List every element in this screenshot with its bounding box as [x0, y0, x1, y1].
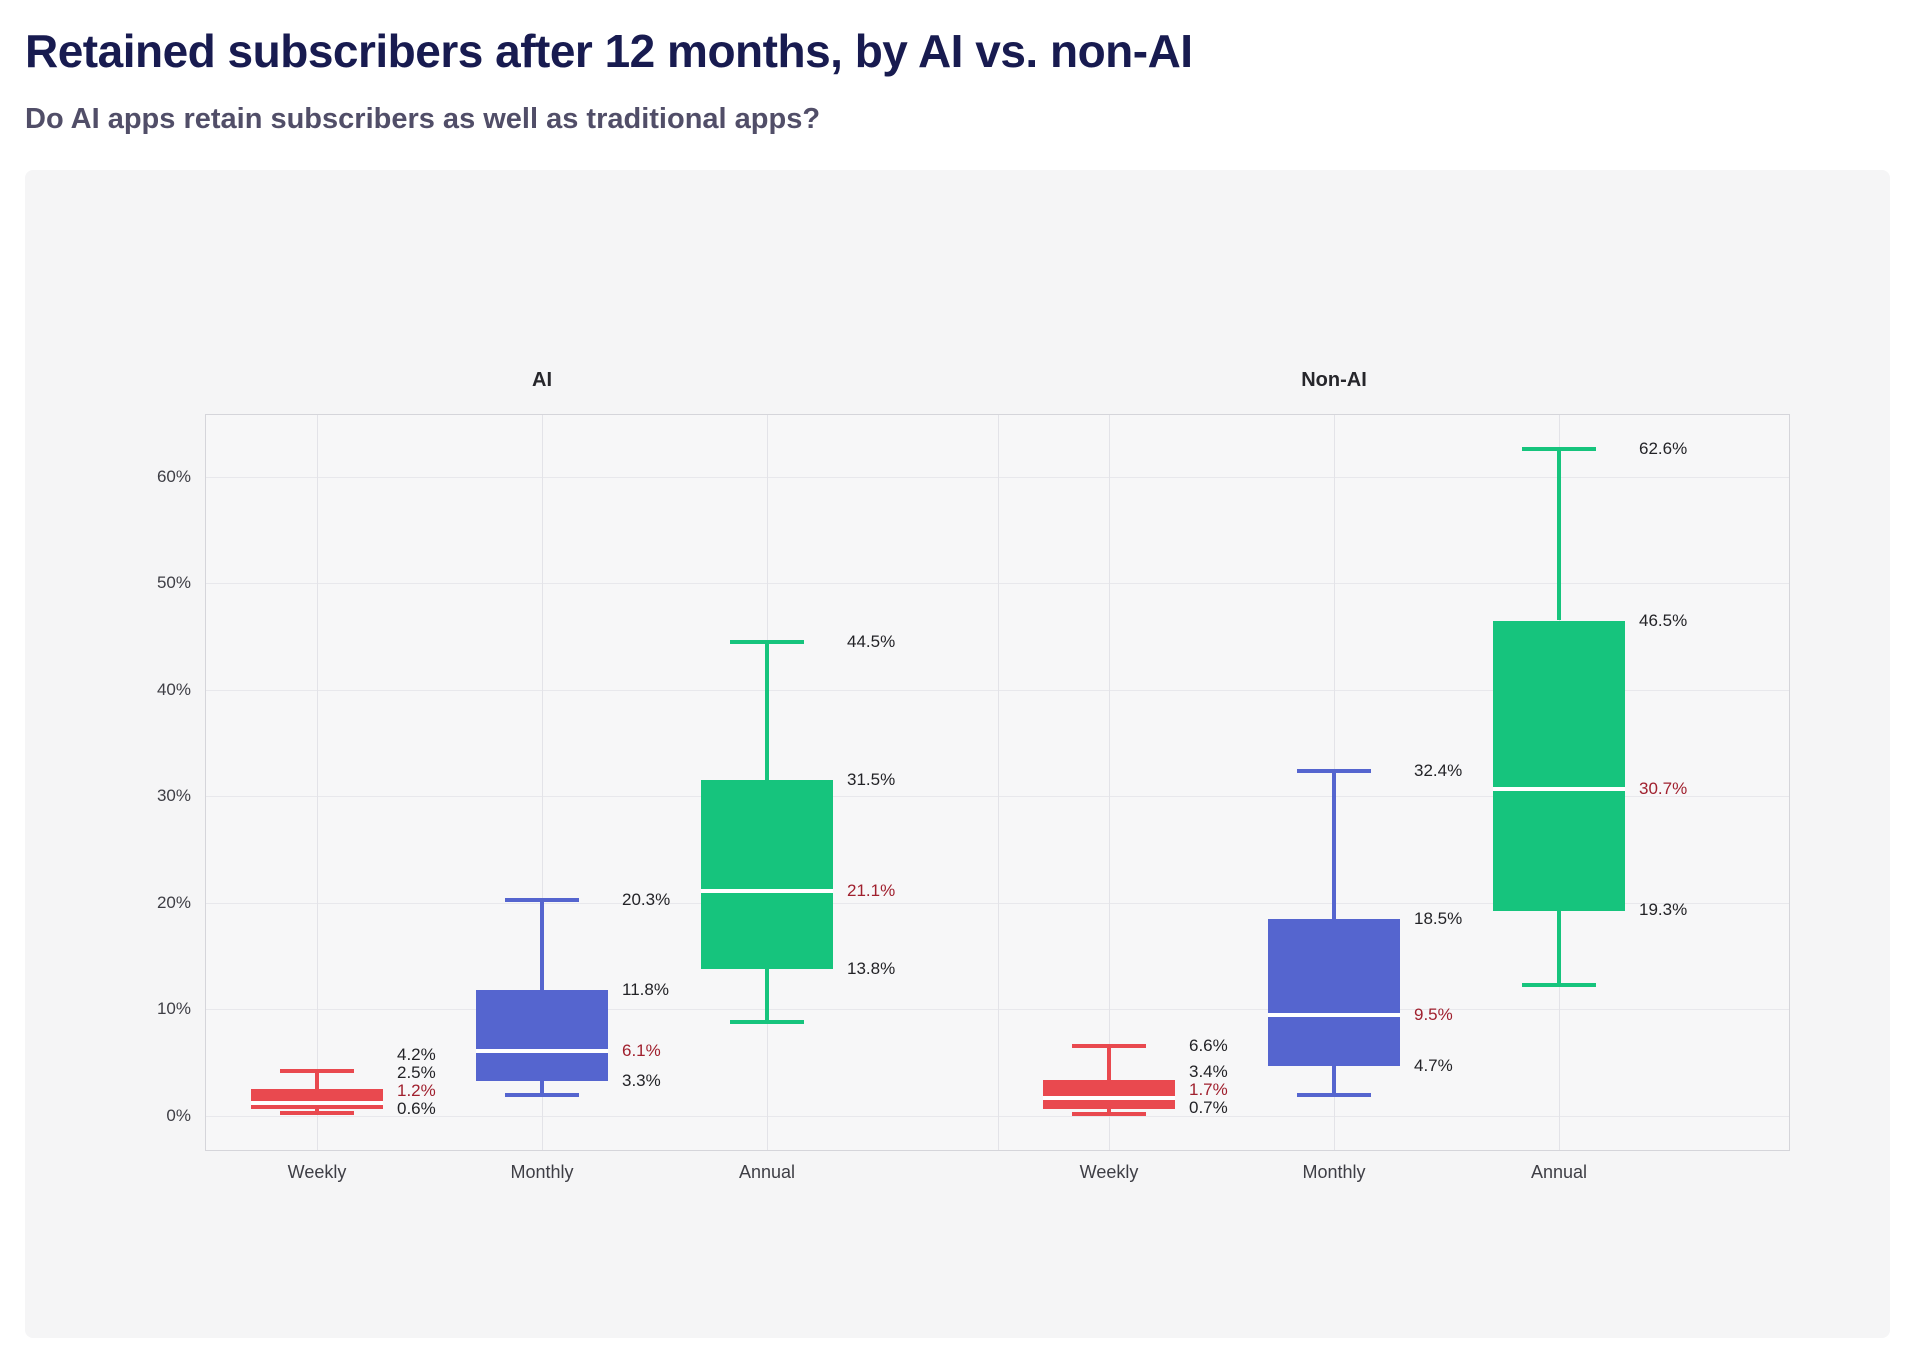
- value-label-ai-annual-whisker_high: 44.5%: [847, 632, 896, 651]
- value-label-ai-monthly-whisker_high: 20.3%: [622, 890, 671, 909]
- h-gridline: [206, 477, 1789, 478]
- value-label-ai-weekly-whisker_high: 4.2%: [397, 1045, 436, 1064]
- median-line-ai-weekly: [251, 1101, 383, 1105]
- v-gridline: [542, 415, 543, 1150]
- category-label-annual: Annual: [738, 1162, 796, 1182]
- y-tick-label: 20%: [156, 893, 191, 912]
- box-ai-weekly: [251, 1089, 383, 1109]
- value-label-non-ai-monthly-q3: 18.5%: [1414, 909, 1463, 928]
- whisker-cap-non-ai-monthly: [1297, 769, 1371, 773]
- median-line-ai-annual: [701, 889, 833, 893]
- v-gridline: [1109, 415, 1110, 1150]
- whisker-stem-non-ai-annual: [1557, 910, 1561, 985]
- box-ai-monthly: [476, 990, 608, 1081]
- whisker-stem-ai-monthly: [540, 900, 544, 991]
- whisker-cap-ai-annual: [730, 1020, 804, 1024]
- value-label-non-ai-weekly-median: 1.7%: [1189, 1080, 1228, 1099]
- value-label-non-ai-annual-q3: 46.5%: [1639, 611, 1688, 630]
- value-label-ai-annual-q3: 31.5%: [847, 770, 896, 789]
- value-label-non-ai-monthly-q1: 4.7%: [1414, 1056, 1453, 1075]
- whisker-stem-non-ai-weekly: [1107, 1108, 1111, 1113]
- whisker-cap-ai-monthly: [505, 898, 579, 902]
- y-tick-label: 30%: [156, 786, 191, 805]
- value-label-non-ai-annual-q1: 19.3%: [1639, 900, 1688, 919]
- value-label-non-ai-weekly-whisker_high: 6.6%: [1189, 1036, 1228, 1055]
- panel-title-ai: AI: [532, 369, 552, 391]
- value-label-ai-weekly-q3: 2.5%: [397, 1063, 436, 1082]
- y-tick-label: 10%: [156, 999, 191, 1018]
- box-non-ai-monthly: [1268, 919, 1400, 1066]
- whisker-stem-ai-weekly: [315, 1071, 319, 1089]
- category-label-monthly: Monthly: [510, 1162, 574, 1182]
- category-label-monthly: Monthly: [1302, 1162, 1366, 1182]
- category-label-annual: Annual: [1530, 1162, 1588, 1182]
- y-tick-label: 50%: [156, 573, 191, 592]
- category-label-weekly: Weekly: [287, 1162, 347, 1182]
- median-line-non-ai-annual: [1493, 787, 1625, 791]
- value-label-non-ai-annual-median: 30.7%: [1639, 779, 1688, 798]
- whisker-stem-ai-annual: [765, 642, 769, 780]
- value-label-non-ai-monthly-whisker_high: 32.4%: [1414, 761, 1463, 780]
- h-gridline: [206, 903, 1789, 904]
- value-label-ai-annual-median: 21.1%: [847, 881, 896, 900]
- whisker-stem-non-ai-annual: [1557, 449, 1561, 620]
- whisker-cap-non-ai-annual: [1522, 983, 1596, 987]
- value-label-ai-monthly-median: 6.1%: [622, 1041, 661, 1060]
- y-tick-label: 60%: [156, 467, 191, 486]
- value-label-non-ai-annual-whisker_high: 62.6%: [1639, 439, 1688, 458]
- panel-title-non-ai: Non-AI: [1301, 369, 1367, 391]
- h-gridline: [206, 1009, 1789, 1010]
- box-non-ai-annual: [1493, 621, 1625, 911]
- value-label-ai-annual-q1: 13.8%: [847, 959, 896, 978]
- v-gridline: [317, 415, 318, 1150]
- value-label-non-ai-weekly-q3: 3.4%: [1189, 1062, 1228, 1081]
- h-gridline: [206, 583, 1789, 584]
- box-non-ai-weekly: [1043, 1080, 1175, 1109]
- whisker-cap-non-ai-monthly: [1297, 1093, 1371, 1097]
- whisker-stem-ai-monthly: [540, 1081, 544, 1095]
- chart-card: 0% 10% 20% 30% 40% 50% 60% Weekly Monthly Annual A…: [25, 170, 1890, 1338]
- whisker-cap-ai-weekly: [280, 1069, 354, 1073]
- box-ai-annual: [701, 780, 833, 969]
- whisker-cap-non-ai-weekly: [1072, 1044, 1146, 1048]
- page-title: Retained subscribers after 12 months, by…: [25, 25, 1193, 77]
- whisker-cap-non-ai-annual: [1522, 447, 1596, 451]
- whisker-stem-non-ai-monthly: [1332, 771, 1336, 919]
- value-label-ai-monthly-q3: 11.8%: [622, 980, 669, 999]
- h-gridline: [206, 796, 1789, 797]
- median-line-non-ai-weekly: [1043, 1096, 1175, 1100]
- whisker-cap-ai-annual: [730, 640, 804, 644]
- median-line-ai-monthly: [476, 1049, 608, 1053]
- panel-divider: [998, 415, 999, 1150]
- value-label-ai-weekly-q1: 0.6%: [397, 1099, 436, 1118]
- page-subtitle: Do AI apps retain subscribers as well as…: [25, 103, 821, 135]
- whisker-cap-ai-weekly: [280, 1111, 354, 1115]
- whisker-cap-ai-monthly: [505, 1093, 579, 1097]
- whisker-cap-non-ai-weekly: [1072, 1112, 1146, 1116]
- y-tick-label: 0%: [166, 1106, 191, 1125]
- boxplot-chart: 0% 10% 20% 30% 40% 50% 60% Weekly Monthly Annual A…: [25, 170, 1890, 1338]
- median-line-non-ai-monthly: [1268, 1013, 1400, 1017]
- value-label-ai-monthly-q1: 3.3%: [622, 1071, 661, 1090]
- value-label-ai-weekly-median: 1.2%: [397, 1081, 436, 1100]
- h-gridline: [206, 690, 1789, 691]
- whisker-stem-ai-annual: [765, 969, 769, 1022]
- category-label-weekly: Weekly: [1079, 1162, 1139, 1182]
- whisker-stem-non-ai-weekly: [1107, 1046, 1111, 1080]
- value-label-non-ai-monthly-median: 9.5%: [1414, 1005, 1453, 1024]
- value-label-non-ai-weekly-q1: 0.7%: [1189, 1098, 1228, 1117]
- h-gridline: [206, 1116, 1789, 1117]
- y-tick-label: 40%: [156, 680, 191, 699]
- whisker-stem-non-ai-monthly: [1332, 1066, 1336, 1095]
